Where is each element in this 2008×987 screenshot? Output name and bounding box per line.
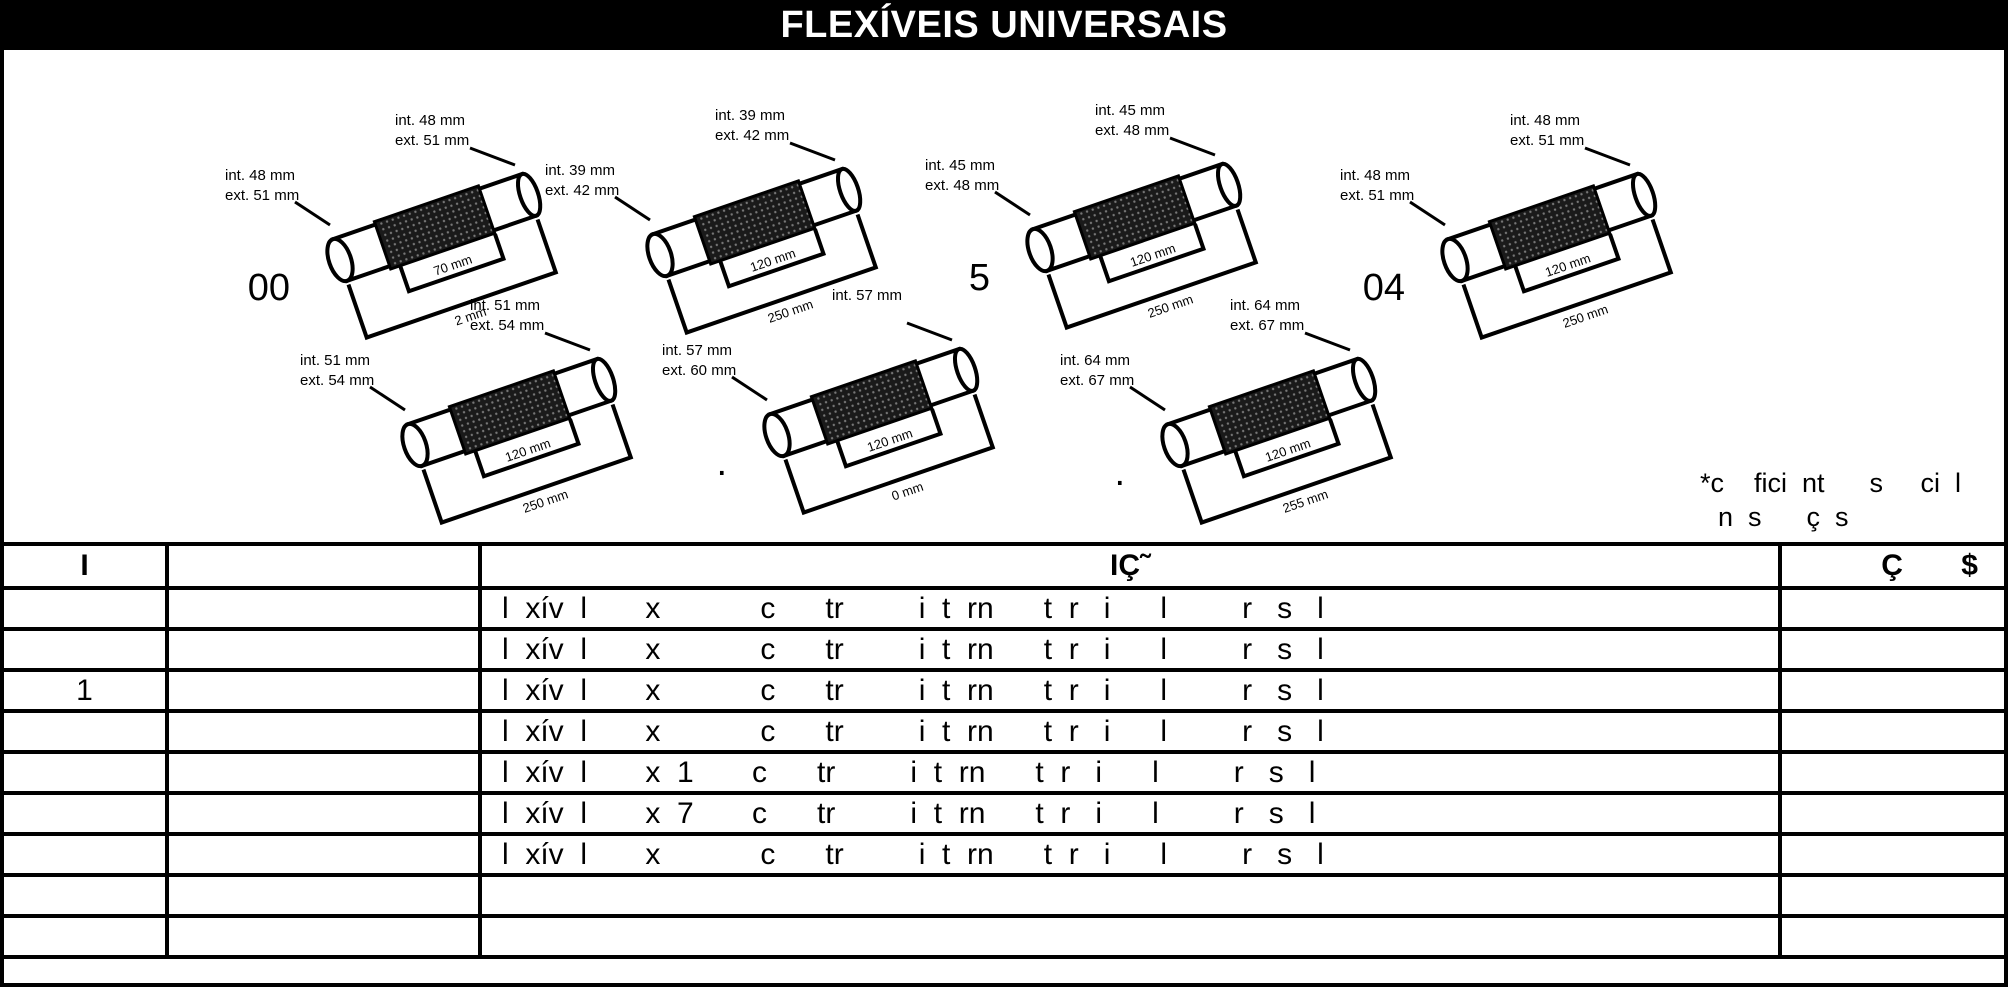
figure-code: . [1114, 452, 1125, 494]
price-table: I IÇ˜ Ç $ l xív l x c tr i t rn t r i l … [0, 542, 2008, 959]
right-ext-diameter-label: ext. 51 mm [395, 132, 469, 149]
table-row: l xív l x c tr i t rn t r i l r s l [0, 627, 2008, 672]
table-row: l xív l x c tr i t rn t r i l r s l [0, 586, 2008, 631]
row-ref [165, 832, 482, 877]
right-ext-diameter-label: ext. 67 mm [1230, 317, 1304, 334]
table-row [0, 914, 2008, 959]
figure-code: . [716, 442, 727, 484]
left-int-diameter-label: int. 48 mm [225, 167, 295, 184]
row-code: 1 [0, 668, 169, 713]
page-title: FLEXÍVEIS UNIVERSAIS [0, 0, 2008, 50]
right-ext-diameter-label: ext. 54 mm [470, 317, 544, 334]
row-ref [165, 750, 482, 795]
row-price [1778, 873, 2008, 918]
row-code [0, 832, 169, 877]
right-ext-diameter-label: ext. 42 mm [715, 127, 789, 144]
header-code: I [0, 542, 169, 590]
left-int-diameter-label: int. 64 mm [1060, 352, 1130, 369]
row-code [0, 627, 169, 672]
header-price: Ç $ [1778, 542, 2008, 590]
table-row: l xív l x 7 c tr i t rn t r i l r s l [0, 791, 2008, 836]
left-int-diameter-label: int. 51 mm [300, 352, 370, 369]
note-line-2: n s ç s [1718, 502, 1849, 532]
row-ref [165, 791, 482, 836]
right-int-diameter-label: int. 39 mm [715, 107, 785, 124]
row-ref [165, 709, 482, 754]
row-code [0, 750, 169, 795]
table-header-row: I IÇ˜ Ç $ [0, 542, 2008, 590]
row-price [1778, 832, 2008, 877]
row-price [1778, 668, 2008, 713]
note-line-1: *c fici nt s ci l [1700, 468, 1962, 498]
row-price [1778, 627, 2008, 672]
row-description: l xív l x 7 c tr i t rn t r i l r s l [478, 791, 1782, 836]
row-code [0, 873, 169, 918]
row-price [1778, 750, 2008, 795]
right-int-diameter-label: int. 57 mm [832, 287, 902, 304]
figure-area: 70 mm 2 mm int. 48 mm ext. 51 mm int. 48 mm e… [0, 50, 2008, 540]
row-description: l xív l x c tr i t rn t r i l r s l [478, 668, 1782, 713]
row-ref [165, 668, 482, 713]
row-description: l xív l x 1 c tr i t rn t r i l r s l [478, 750, 1782, 795]
row-description [478, 914, 1782, 959]
row-ref [165, 873, 482, 918]
table-row: l xív l x 1 c tr i t rn t r i l r s l [0, 750, 2008, 795]
right-int-diameter-label: int. 51 mm [470, 297, 540, 314]
row-price [1778, 709, 2008, 754]
left-ext-diameter-label: ext. 48 mm [925, 177, 999, 194]
table-row: 1 l xív l x c tr i t rn t r i l r s l [0, 668, 2008, 713]
row-description: l xív l x c tr i t rn t r i l r s l [478, 586, 1782, 631]
table-row: l xív l x c tr i t rn t r i l r s l [0, 709, 2008, 754]
figure-code: 5 [969, 257, 990, 299]
right-int-diameter-label: int. 48 mm [395, 112, 465, 129]
left-ext-diameter-label: ext. 54 mm [300, 372, 374, 389]
row-ref [165, 586, 482, 631]
row-price [1778, 586, 2008, 631]
figure-code: 04 [1363, 267, 1405, 309]
table-row: l xív l x c tr i t rn t r i l r s l [0, 832, 2008, 877]
right-int-diameter-label: int. 64 mm [1230, 297, 1300, 314]
row-description: l xív l x c tr i t rn t r i l r s l [478, 627, 1782, 672]
left-ext-diameter-label: ext. 42 mm [545, 182, 619, 199]
row-code [0, 791, 169, 836]
row-code [0, 914, 169, 959]
left-ext-diameter-label: ext. 51 mm [225, 187, 299, 204]
left-int-diameter-label: int. 45 mm [925, 157, 995, 174]
left-ext-diameter-label: ext. 60 mm [662, 362, 736, 379]
row-description: l xív l x c tr i t rn t r i l r s l [478, 832, 1782, 877]
row-price [1778, 914, 2008, 959]
left-ext-diameter-label: ext. 51 mm [1340, 187, 1414, 204]
right-ext-diameter-label: ext. 51 mm [1510, 132, 1584, 149]
right-ext-diameter-label: ext. 48 mm [1095, 122, 1169, 139]
right-int-diameter-label: int. 48 mm [1510, 112, 1580, 129]
row-ref [165, 627, 482, 672]
left-int-diameter-label: int. 39 mm [545, 162, 615, 179]
table-row [0, 873, 2008, 918]
right-int-diameter-label: int. 45 mm [1095, 102, 1165, 119]
row-code [0, 709, 169, 754]
left-int-diameter-label: int. 57 mm [662, 342, 732, 359]
row-code [0, 586, 169, 631]
left-ext-diameter-label: ext. 67 mm [1060, 372, 1134, 389]
left-int-diameter-label: int. 48 mm [1340, 167, 1410, 184]
row-ref [165, 914, 482, 959]
row-description: l xív l x c tr i t rn t r i l r s l [478, 709, 1782, 754]
row-price [1778, 791, 2008, 836]
figure-code: 00 [248, 267, 290, 309]
row-description [478, 873, 1782, 918]
header-description: IÇ˜ [478, 542, 1782, 590]
header-ref [165, 542, 482, 590]
